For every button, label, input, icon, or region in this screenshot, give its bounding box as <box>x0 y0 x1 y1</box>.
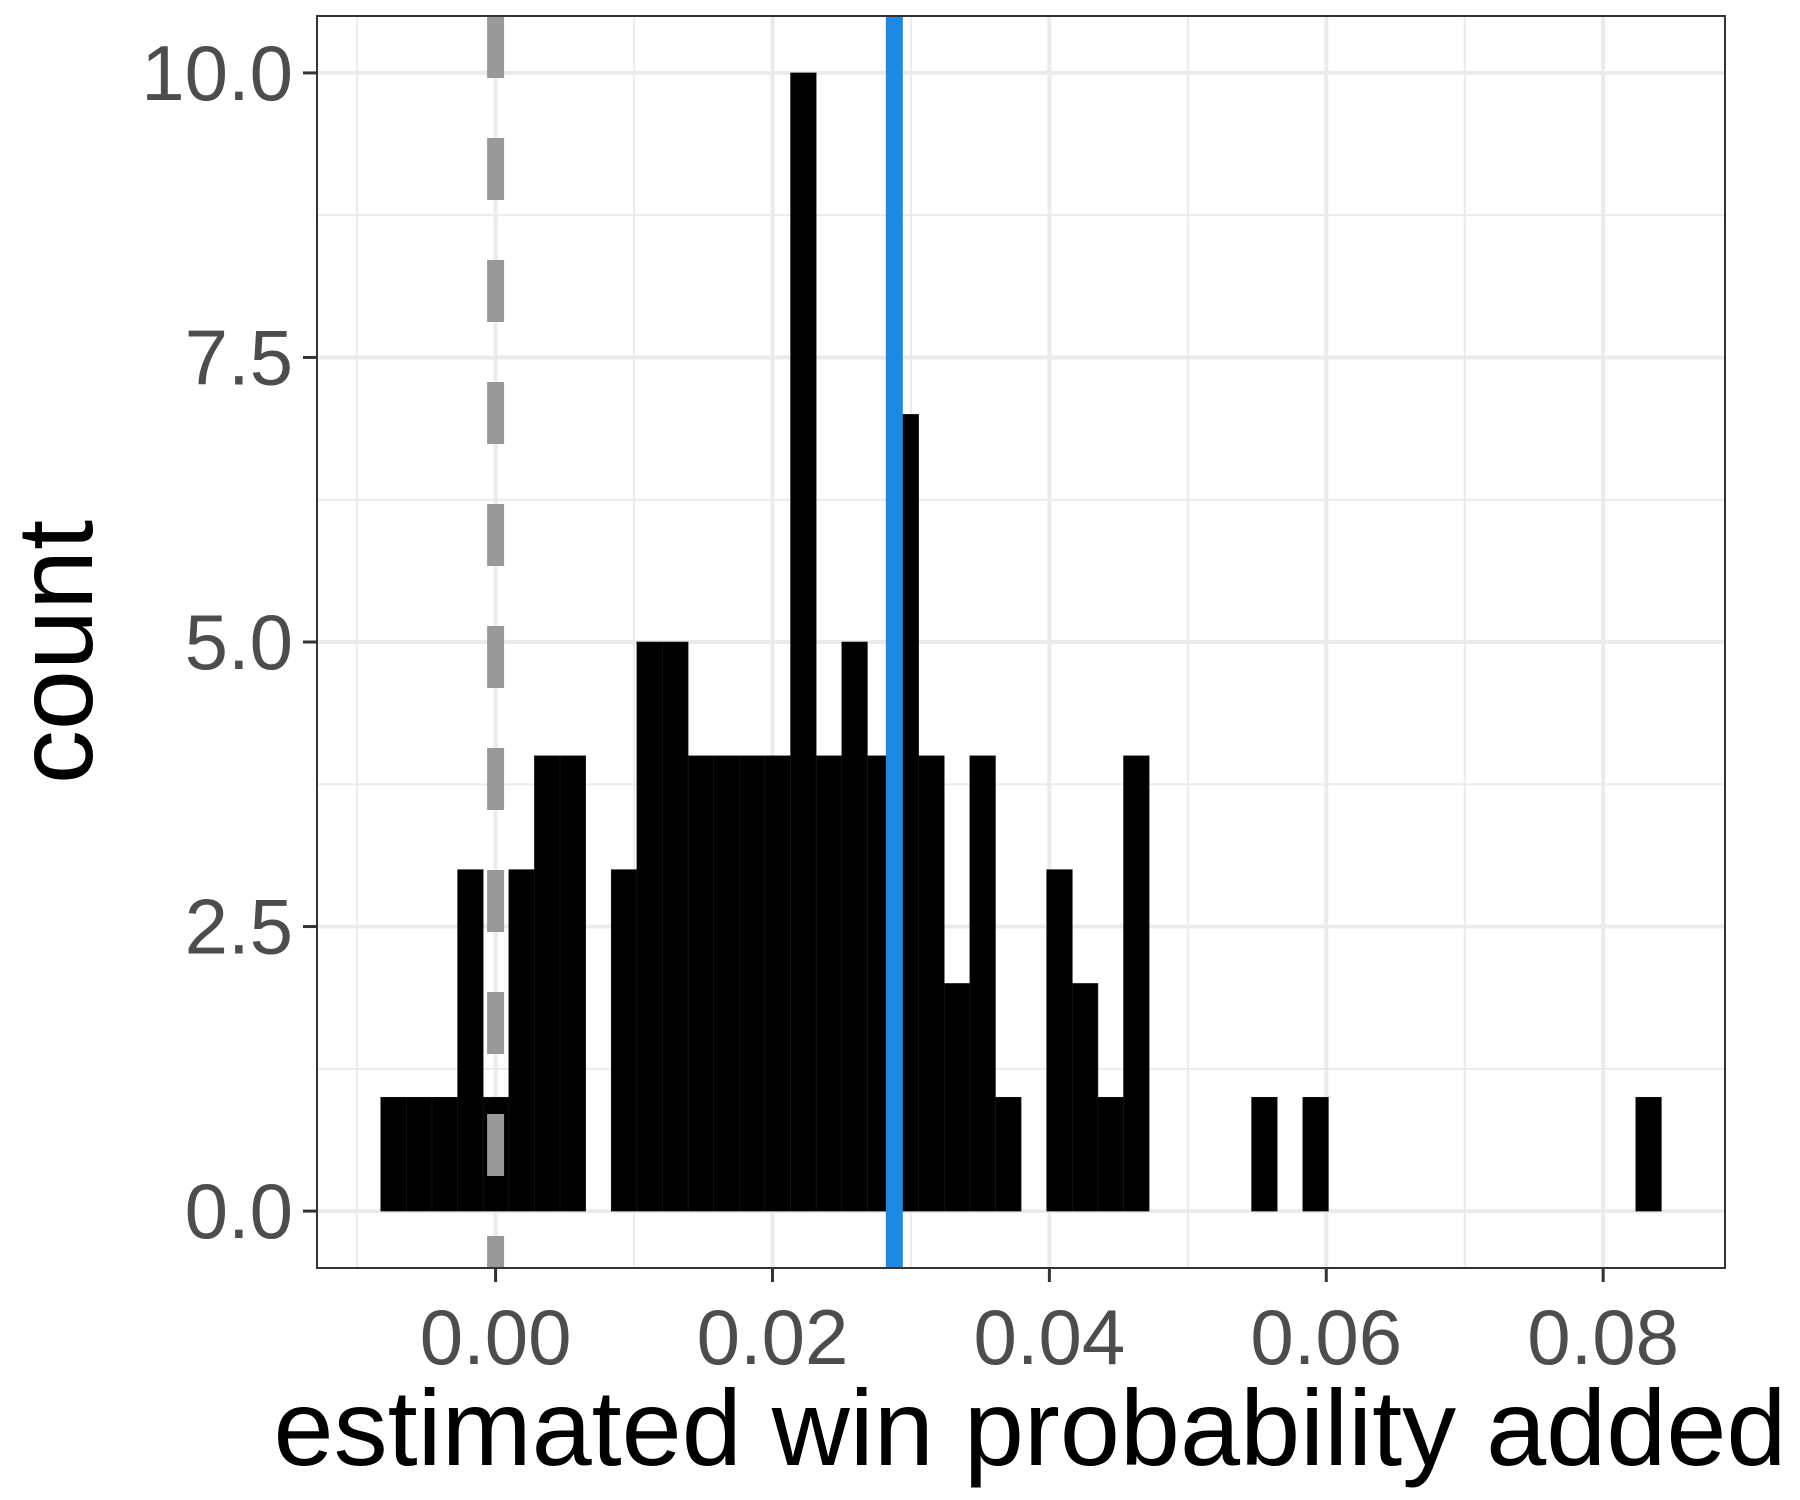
y-tick-label: 0.0 <box>185 1167 293 1255</box>
histogram-bar <box>559 755 586 1212</box>
tick-labels: 0.00 0.02 0.04 0.06 0.08 0.0 2.5 5.0 7.5 10.0 <box>141 29 1679 1381</box>
y-axis-title: count <box>0 520 115 784</box>
x-tick-label: 0.00 <box>420 1293 572 1381</box>
histogram-bar <box>943 983 971 1212</box>
histogram-bar <box>790 72 817 1212</box>
histogram-bar <box>713 755 740 1212</box>
histogram-bar <box>969 755 996 1212</box>
histogram-bar <box>406 1096 433 1212</box>
histogram-bar <box>1302 1096 1329 1212</box>
x-tick-label: 0.06 <box>1250 1293 1402 1381</box>
histogram-bar <box>636 641 663 1212</box>
histogram-bar <box>1123 755 1150 1212</box>
axis-ticks <box>303 71 1605 1282</box>
y-tick-label: 10.0 <box>141 29 293 117</box>
histogram-bar <box>1251 1096 1278 1212</box>
x-tick-label: 0.02 <box>697 1293 849 1381</box>
histogram-bar <box>457 869 484 1212</box>
histogram-bar <box>918 755 945 1212</box>
x-axis-title: estimated win probability added <box>274 1367 1787 1488</box>
x-tick-label: 0.04 <box>973 1293 1125 1381</box>
histogram-bar <box>815 755 843 1212</box>
histogram-bar <box>431 1096 458 1212</box>
histogram-bar <box>1046 869 1073 1212</box>
histogram-bar <box>610 869 638 1212</box>
histogram-bar <box>995 1096 1022 1212</box>
histogram-bar <box>662 641 689 1212</box>
x-tick-label: 0.08 <box>1527 1293 1679 1381</box>
histogram-bar <box>1635 1096 1662 1212</box>
histogram-bar <box>841 641 868 1212</box>
y-tick-label: 2.5 <box>185 883 293 971</box>
y-tick-label: 7.5 <box>185 313 293 401</box>
histogram-bar <box>508 869 535 1212</box>
histogram-bar <box>380 1096 407 1212</box>
histogram-bar <box>1071 983 1099 1212</box>
histogram-bar <box>1097 1096 1124 1212</box>
histogram-bars <box>380 72 1662 1212</box>
histogram-bar <box>534 755 561 1212</box>
histogram-bar <box>739 755 766 1212</box>
histogram-bar <box>687 755 715 1212</box>
reference-lines <box>487 16 903 1268</box>
histogram-bar <box>764 755 791 1212</box>
y-tick-label: 5.0 <box>185 598 293 686</box>
